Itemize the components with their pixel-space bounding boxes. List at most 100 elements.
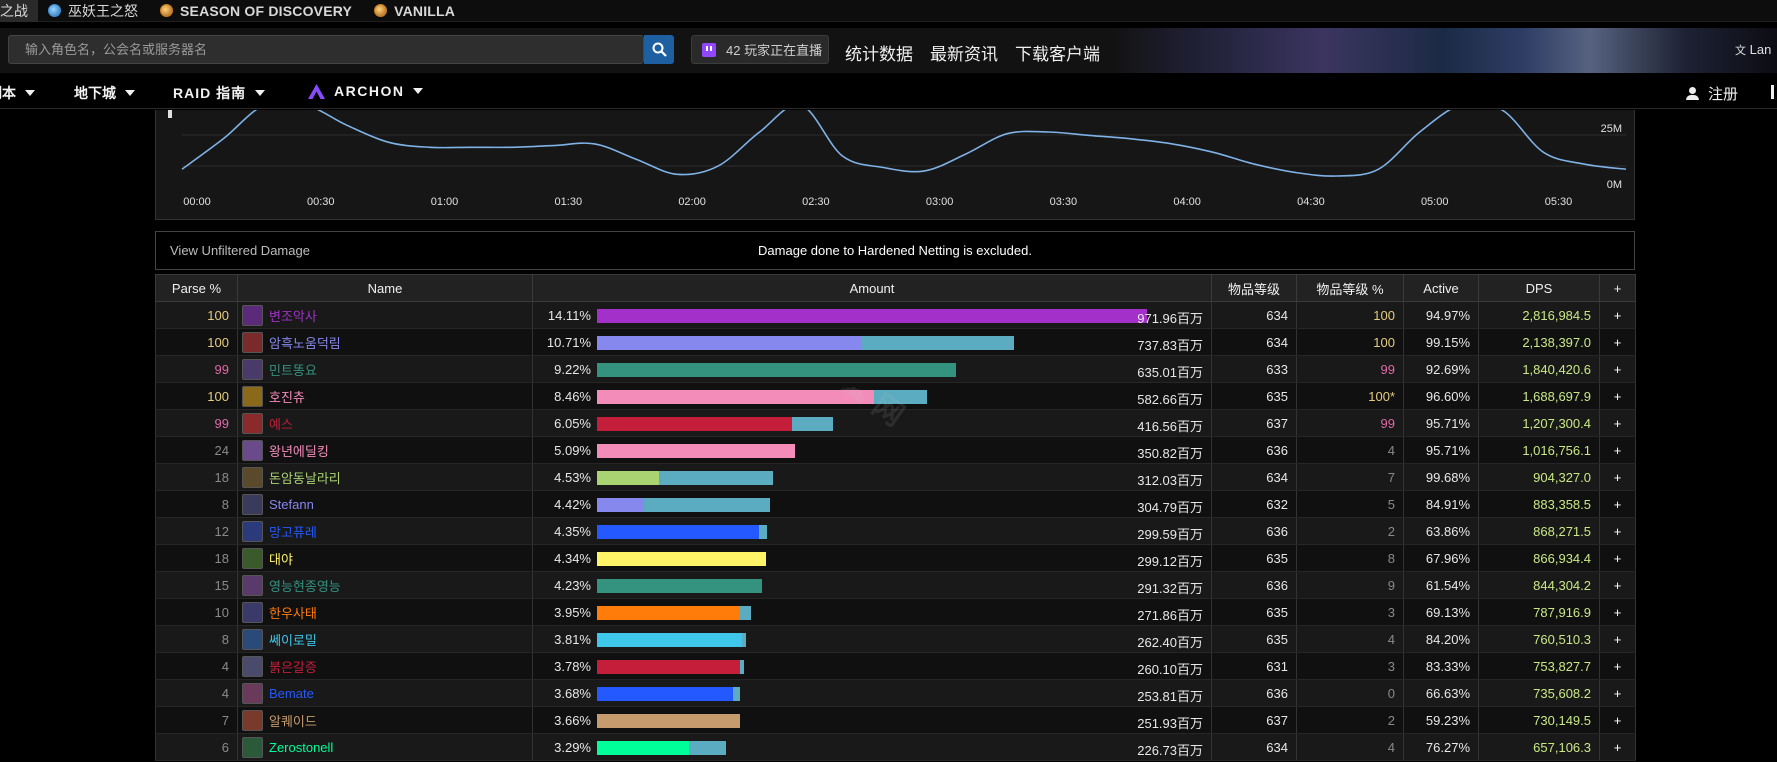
expand-row-button[interactable]: + (1599, 409, 1636, 437)
expand-row-button[interactable]: + (1599, 490, 1636, 518)
dps-cell: 866,934.4 (1478, 544, 1600, 572)
header-ilvl[interactable]: 物品等级 (1211, 274, 1297, 302)
search-button[interactable] (644, 35, 674, 64)
dps-cell: 760,510.3 (1478, 625, 1600, 653)
table-row[interactable]: 99 예스 6.05% 416.56百万 637 99 95.71% 1,207,300.4 + (155, 409, 1636, 437)
expand-row-button[interactable]: + (1599, 733, 1636, 761)
table-row[interactable]: 4 붉은갈증 3.78% 260.10百万 631 3 83.33% 753,827.7 + (155, 652, 1636, 680)
table-row[interactable]: 8 Stefann 4.42% 304.79百万 632 5 84.91% 883,358.5… (155, 490, 1636, 518)
player-name-link[interactable]: 한우사태 (269, 605, 317, 621)
expand-row-button[interactable]: + (1599, 571, 1636, 599)
table-row[interactable]: 8 쎄이로밀 3.81% 262.40百万 635 4 84.20% 760,510.3 + (155, 625, 1636, 653)
amount-percent: 3.29% (554, 740, 591, 755)
parse-cell: 4 (155, 679, 238, 707)
header-parse[interactable]: Parse % (155, 274, 238, 302)
chart-x-tick: 05:00 (1421, 196, 1449, 208)
dps-cell: 787,916.9 (1478, 598, 1600, 626)
amount-cell: 3.95% 271.86百万 (532, 598, 1212, 626)
player-name-link[interactable]: 왕년에딜킹 (269, 443, 329, 459)
header-name[interactable]: Name (237, 274, 533, 302)
expand-row-button[interactable]: + (1599, 328, 1636, 356)
nav-raids[interactable]: 副本 (0, 83, 35, 103)
link-news[interactable]: 最新资讯 (930, 45, 998, 64)
expand-row-button[interactable]: + (1599, 517, 1636, 545)
player-name-link[interactable]: 영능현종영능 (269, 578, 341, 594)
expand-row-button[interactable]: + (1599, 706, 1636, 734)
player-name-link[interactable]: 붉은갈증 (269, 659, 317, 675)
product-tab-vanilla[interactable]: VANILLA (364, 0, 467, 22)
table-row[interactable]: 12 망고퓨레 4.35% 299.59百万 636 2 63.86% 868,271.5 + (155, 517, 1636, 545)
amount-value: 737.83百万 (1137, 338, 1203, 353)
amount-bar (597, 417, 792, 431)
player-name-link[interactable]: 쎄이로밀 (269, 632, 317, 648)
header-active[interactable]: Active (1403, 274, 1479, 302)
player-name-link[interactable]: 암흑노움덕림 (269, 335, 341, 351)
table-row[interactable]: 4 Bemate 3.68% 253.81百万 636 0 66.63% 735,608.2 + (155, 679, 1636, 707)
damage-graph-svg: 00:00 00:30 01:00 01:30 02:00 02:30 03:00 03:30… (168, 110, 1627, 208)
amount-bar (597, 471, 659, 485)
table-row[interactable]: 24 왕년에딜킹 5.09% 350.82百万 636 4 95.71% 1,016,756.… (155, 436, 1636, 464)
expand-row-button[interactable]: + (1599, 679, 1636, 707)
player-name-link[interactable]: 예스 (269, 416, 293, 432)
header-add-column[interactable]: + (1599, 274, 1636, 302)
table-row[interactable]: 15 영능현종영능 4.23% 291.32百万 636 9 61.54% 844,304.2… (155, 571, 1636, 599)
player-name-link[interactable]: Bemate (269, 685, 314, 701)
expand-row-button[interactable]: + (1599, 625, 1636, 653)
expand-row-button[interactable]: + (1599, 436, 1636, 464)
link-statistics[interactable]: 统计数据 (845, 45, 913, 64)
header-ilvl-pct[interactable]: 物品等级 % (1296, 274, 1404, 302)
search-row: 42 玩家正在直播 统计数据 最新资讯 下载客户端 文 Lan (0, 28, 1777, 73)
product-tab-wotlk[interactable]: 巫妖王之怒 (38, 0, 150, 22)
player-name-link[interactable]: 민트똥요 (269, 362, 317, 378)
player-name-link[interactable]: Stefann (269, 496, 314, 512)
expand-row-button[interactable]: + (1599, 355, 1636, 383)
view-unfiltered-link[interactable]: View Unfiltered Damage (170, 243, 310, 258)
product-label: 之战 (0, 2, 28, 19)
expand-row-button[interactable]: + (1599, 301, 1636, 329)
table-row[interactable]: 7 알퀘이드 3.66% 251.93百万 637 2 59.23% 730,149.5 + (155, 706, 1636, 734)
language-selector[interactable]: 文 Lan (1735, 42, 1771, 58)
expand-row-button[interactable]: + (1599, 544, 1636, 572)
product-tab-retail[interactable]: 之战 (0, 0, 38, 22)
table-row[interactable]: 6 Zerostonell 3.29% 226.73百万 634 4 76.27% 657,1… (155, 733, 1636, 761)
name-cell: 알퀘이드 (237, 706, 533, 734)
live-streams-button[interactable]: 42 玩家正在直播 (691, 35, 829, 64)
header-amount[interactable]: Amount (532, 274, 1212, 302)
table-row[interactable]: 100 변조악사 14.11% 971.96百万 634 100 94.97% 2,816,9… (155, 301, 1636, 329)
search-input[interactable] (25, 36, 625, 63)
active-cell: 76.27% (1403, 733, 1479, 761)
table-row[interactable]: 100 호진츄 8.46% 582.66百万 635 100* 96.60% 1,688,69… (155, 382, 1636, 410)
nav-archon[interactable]: ARCHON (308, 83, 424, 99)
menu-icon[interactable] (1771, 85, 1777, 99)
expand-row-button[interactable]: + (1599, 598, 1636, 626)
amount-bar-secondary (659, 471, 773, 485)
table-row[interactable]: 10 한우사태 3.95% 271.86百万 635 3 69.13% 787,916.9 + (155, 598, 1636, 626)
product-tab-sod[interactable]: SEASON OF DISCOVERY (150, 0, 364, 22)
header-dps[interactable]: DPS (1478, 274, 1600, 302)
player-name-link[interactable]: 알퀘이드 (269, 713, 317, 729)
player-name-link[interactable]: 변조악사 (269, 308, 317, 324)
player-name-link[interactable]: 돈암동날라리 (269, 470, 341, 486)
user-icon (1686, 87, 1699, 100)
ilvl-cell: 635 (1211, 625, 1297, 653)
player-name-link[interactable]: 호진츄 (269, 389, 305, 405)
graph-y-marker (168, 110, 172, 118)
expand-row-button[interactable]: + (1599, 652, 1636, 680)
amount-bar-secondary (862, 336, 1014, 350)
login-button[interactable]: 注册 (1686, 83, 1738, 104)
nav-dungeons[interactable]: 地下城 (74, 83, 135, 103)
amount-bar-secondary (689, 741, 726, 755)
chart-x-tick: 03:30 (1050, 196, 1078, 208)
player-name-link[interactable]: 대야 (269, 551, 293, 567)
table-row[interactable]: 100 암흑노움덕림 10.71% 737.83百万 634 100 99.15% 2,138… (155, 328, 1636, 356)
player-name-link[interactable]: Zerostonell (269, 739, 334, 755)
player-name-link[interactable]: 망고퓨레 (269, 524, 317, 540)
table-row[interactable]: 99 민트똥요 9.22% 635.01百万 633 99 92.69% 1,840,420.… (155, 355, 1636, 383)
amount-bar-secondary (742, 633, 746, 647)
expand-row-button[interactable]: + (1599, 382, 1636, 410)
link-download-client[interactable]: 下载客户端 (1015, 45, 1100, 64)
expand-row-button[interactable]: + (1599, 463, 1636, 491)
table-row[interactable]: 18 돈암동날라리 4.53% 312.03百万 634 7 99.68% 904,327.0… (155, 463, 1636, 491)
nav-raid-guide[interactable]: RAID 指南 (173, 83, 266, 103)
table-row[interactable]: 18 대야 4.34% 299.12百万 635 8 67.96% 866,934.4 + (155, 544, 1636, 572)
